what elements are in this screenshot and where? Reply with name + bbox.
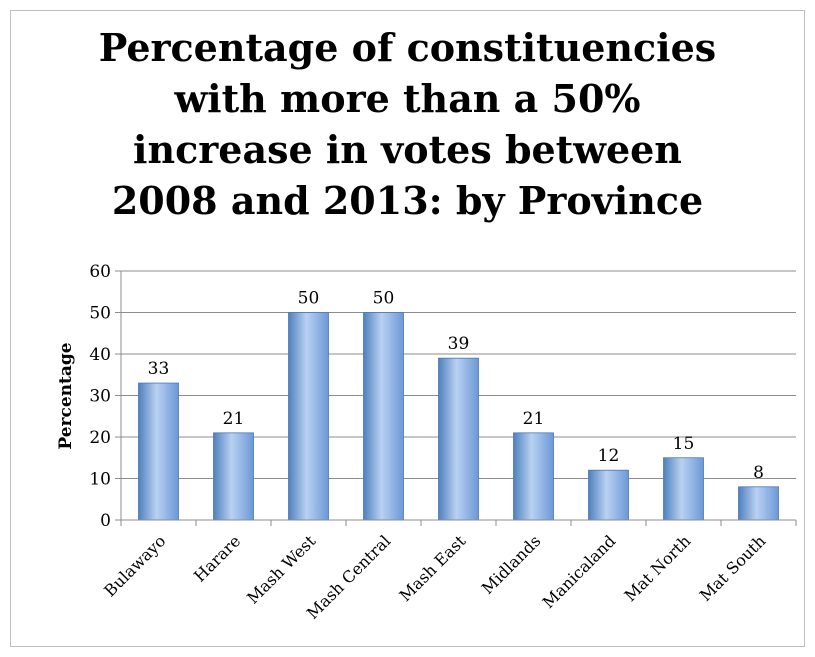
bar bbox=[138, 382, 179, 521]
data-label: 21 bbox=[523, 409, 545, 429]
bar bbox=[588, 469, 629, 521]
x-tick-label: Mash West bbox=[243, 531, 320, 608]
bar bbox=[738, 486, 779, 521]
data-label: 12 bbox=[598, 446, 620, 466]
y-tick-label: 10 bbox=[89, 470, 111, 490]
data-label: 50 bbox=[373, 289, 395, 309]
chart-frame bbox=[10, 10, 805, 647]
axes bbox=[115, 270, 797, 526]
y-tick-label: 50 bbox=[89, 304, 111, 324]
data-label: 8 bbox=[753, 463, 764, 483]
bar bbox=[288, 312, 329, 521]
y-tick-label: 30 bbox=[89, 387, 111, 407]
y-tick-label: 40 bbox=[89, 345, 111, 365]
bar bbox=[213, 432, 254, 521]
bars bbox=[138, 312, 779, 521]
bar bbox=[513, 432, 554, 521]
x-tick-label: Mat North bbox=[620, 531, 694, 605]
x-tick-label: Bulawayo bbox=[100, 531, 169, 600]
x-tick-label: Midlands bbox=[478, 531, 545, 598]
data-label: 50 bbox=[298, 289, 320, 309]
bar bbox=[663, 457, 704, 521]
data-label: 21 bbox=[223, 409, 245, 429]
bar bbox=[438, 357, 479, 521]
y-tick-label: 0 bbox=[100, 511, 111, 531]
labels: 0 10 20 30 40 50 60 33 Bulawayo 21 Harare 50 Mash We… bbox=[89, 262, 769, 623]
x-tick-label: Manicaland bbox=[539, 531, 620, 612]
data-label: 15 bbox=[673, 434, 695, 454]
x-tick-label: Harare bbox=[190, 531, 244, 585]
data-label: 33 bbox=[148, 359, 170, 379]
data-label: 39 bbox=[448, 334, 470, 354]
y-tick-label: 20 bbox=[89, 428, 111, 448]
y-tick-label: 60 bbox=[89, 262, 111, 282]
chart-title: Percentage of constituencies with more t… bbox=[98, 25, 717, 223]
y-axis-title: Percentage bbox=[56, 342, 76, 449]
bar bbox=[363, 312, 404, 521]
x-tick-label: Mat South bbox=[696, 531, 770, 605]
x-tick-label: Mash East bbox=[396, 531, 470, 605]
